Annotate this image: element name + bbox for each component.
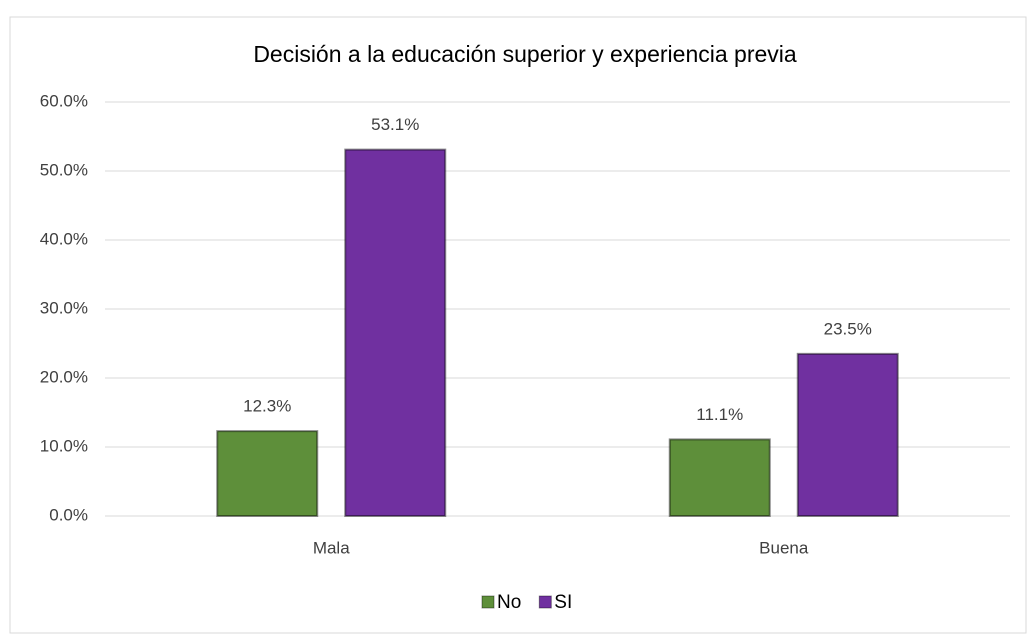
legend-label: SI (554, 592, 572, 613)
y-tick-label: 20.0% (40, 367, 88, 386)
value-label: 12.3% (243, 397, 291, 416)
value-label: 53.1% (371, 115, 419, 134)
legend-swatch (481, 595, 495, 609)
legend-label: No (497, 592, 521, 613)
y-tick-label: 10.0% (40, 436, 88, 455)
y-tick-label: 0.0% (49, 505, 88, 524)
y-tick-label: 40.0% (40, 229, 88, 248)
bar (668, 438, 771, 517)
bar (796, 352, 899, 517)
chart-border (9, 16, 1027, 634)
y-tick-label: 60.0% (40, 91, 88, 110)
y-tick-label: 30.0% (40, 298, 88, 317)
bar (344, 148, 447, 518)
value-label: 23.5% (824, 319, 872, 338)
x-tick-label: Buena (759, 538, 809, 557)
legend-swatch (538, 595, 552, 609)
y-tick-label: 50.0% (40, 160, 88, 179)
x-tick-label: Mala (313, 538, 350, 557)
value-label: 11.1% (696, 405, 743, 424)
chart-title: Decisión a la educación superior y exper… (253, 41, 797, 67)
bar (216, 430, 319, 518)
